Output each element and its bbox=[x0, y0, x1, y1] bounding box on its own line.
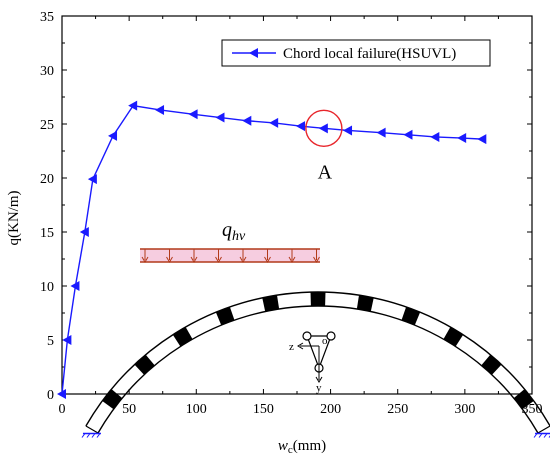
right-support bbox=[533, 432, 550, 438]
section-o-label: o bbox=[322, 335, 328, 347]
y-tick-label-20: 20 bbox=[40, 172, 54, 187]
arch-block bbox=[356, 295, 374, 312]
data-point bbox=[343, 125, 353, 136]
x-axis-title: wc(mm) bbox=[278, 438, 326, 456]
data-point bbox=[296, 121, 306, 132]
x-axis-title-unit: (mm) bbox=[293, 438, 326, 454]
x-tick-label-0: 0 bbox=[59, 402, 66, 417]
data-point bbox=[430, 131, 440, 142]
arch-left-end bbox=[85, 425, 99, 434]
data-point bbox=[57, 389, 66, 399]
arch-block bbox=[443, 326, 464, 347]
x-axis-title-main: w bbox=[278, 438, 288, 454]
data-point bbox=[376, 127, 386, 138]
arch-block bbox=[481, 354, 502, 375]
support-hatch bbox=[86, 433, 91, 438]
legend-marker bbox=[249, 48, 258, 58]
data-point bbox=[457, 133, 467, 144]
section-triangle bbox=[306, 335, 332, 370]
load-arrow-head bbox=[190, 256, 198, 263]
y-axis-title: q(KN/m) bbox=[6, 191, 22, 246]
data-point bbox=[87, 174, 97, 185]
section-y-arrow bbox=[315, 376, 323, 383]
y-tick-label-15: 15 bbox=[40, 226, 54, 241]
support-hatch bbox=[96, 433, 101, 438]
y-tick-label-0: 0 bbox=[47, 388, 54, 403]
section-y-label: y bbox=[316, 382, 322, 394]
load-arrow-head bbox=[313, 256, 320, 263]
left-support bbox=[81, 432, 101, 438]
y-tick-label-10: 10 bbox=[40, 280, 54, 295]
data-point bbox=[269, 117, 279, 128]
section-z-arrow bbox=[297, 342, 304, 350]
data-point bbox=[70, 281, 80, 291]
x-tick-label-250: 250 bbox=[387, 402, 408, 417]
arch-block bbox=[310, 292, 326, 307]
support-hatch bbox=[543, 433, 548, 438]
x-axis-title-sub: c bbox=[288, 444, 293, 456]
data-point bbox=[128, 100, 138, 111]
arch-block bbox=[172, 326, 193, 347]
arch-inset: qhv z o y bbox=[81, 219, 550, 438]
annotation-circle-A bbox=[305, 109, 343, 148]
load-strip-fill bbox=[140, 249, 320, 262]
support-hatch bbox=[81, 433, 86, 438]
section-z-label: z bbox=[289, 341, 294, 353]
cross-section: z o y bbox=[289, 331, 336, 394]
arch-right-end bbox=[537, 425, 550, 434]
arch-block bbox=[215, 306, 235, 326]
section-chord-left bbox=[302, 331, 312, 341]
arch-outer-edge bbox=[85, 291, 550, 427]
y-tick-label-25: 25 bbox=[40, 118, 54, 133]
load-arrow-head bbox=[166, 256, 173, 263]
annotation-label-A: A bbox=[318, 161, 333, 183]
y-tick-label-5: 5 bbox=[47, 334, 54, 349]
load-arrow-head bbox=[288, 256, 296, 263]
support-hatch bbox=[533, 433, 538, 438]
data-point bbox=[215, 112, 225, 123]
x-tick-label-50: 50 bbox=[122, 402, 136, 417]
data-point bbox=[79, 227, 89, 237]
annotation-layer: A bbox=[305, 109, 343, 183]
section-chord-right bbox=[326, 331, 336, 341]
support-hatch bbox=[91, 433, 96, 438]
x-tick-label-300: 300 bbox=[454, 402, 475, 417]
x-tick-label-200: 200 bbox=[320, 402, 341, 417]
data-point bbox=[188, 109, 198, 120]
x-tick-label-100: 100 bbox=[186, 402, 207, 417]
data-point bbox=[155, 104, 165, 115]
arch-block bbox=[134, 354, 155, 375]
x-tick-label-150: 150 bbox=[253, 402, 274, 417]
support-hatch bbox=[538, 433, 543, 438]
y-tick-label-35: 35 bbox=[40, 10, 54, 25]
legend-label: Chord local failure(HSUVL) bbox=[283, 46, 456, 62]
arch-block bbox=[262, 295, 280, 312]
arch-block bbox=[513, 389, 534, 410]
load-arrow-head bbox=[141, 256, 149, 263]
load-arrow-head bbox=[264, 256, 271, 263]
data-point bbox=[403, 129, 413, 140]
data-point bbox=[62, 335, 72, 345]
data-point bbox=[477, 134, 487, 145]
legend: Chord local failure(HSUVL) bbox=[221, 39, 491, 67]
y-tick-label-30: 30 bbox=[40, 64, 54, 79]
data-point bbox=[108, 130, 118, 141]
arch-block bbox=[401, 306, 421, 326]
series-layer bbox=[57, 100, 487, 399]
data-point bbox=[318, 123, 328, 134]
arch-block bbox=[102, 389, 123, 410]
load-symbol: qhv bbox=[222, 219, 246, 244]
series-line-0 bbox=[61, 104, 483, 395]
load-arrow-head bbox=[239, 256, 247, 263]
load-arrow-head bbox=[215, 256, 222, 263]
data-point bbox=[242, 115, 252, 126]
